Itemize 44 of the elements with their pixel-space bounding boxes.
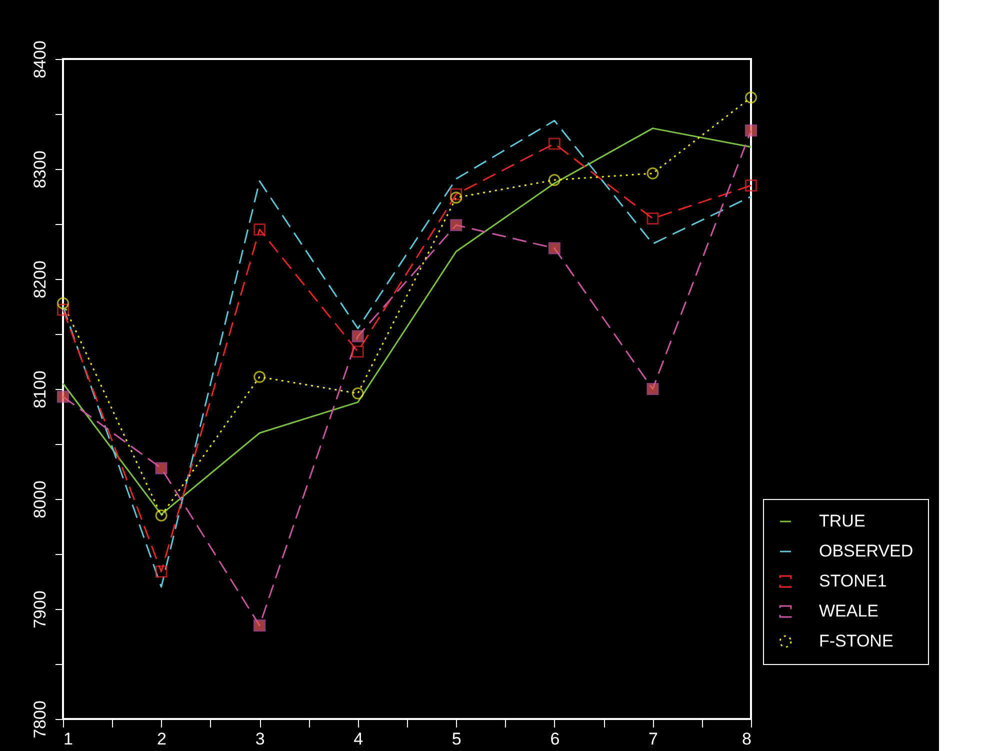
point bbox=[450, 192, 462, 204]
point bbox=[254, 620, 266, 632]
point bbox=[254, 224, 266, 236]
point bbox=[548, 242, 560, 254]
point bbox=[155, 462, 168, 474]
point bbox=[548, 174, 560, 186]
point bbox=[646, 383, 659, 395]
legend-label: OBSERVED bbox=[819, 542, 914, 560]
y-tick-label: 8200 bbox=[30, 260, 50, 298]
y-tick-label: 8300 bbox=[30, 150, 50, 188]
x-tick-label: 3 bbox=[255, 730, 265, 748]
point bbox=[155, 566, 168, 578]
x-tick-label: 2 bbox=[157, 730, 167, 748]
point bbox=[745, 124, 757, 136]
point bbox=[352, 346, 364, 358]
point bbox=[450, 188, 462, 200]
y-tick-label: 8100 bbox=[30, 370, 50, 408]
x-tick-label: 4 bbox=[354, 730, 364, 748]
y-tick-label: 7900 bbox=[30, 590, 50, 628]
x-tick-label: 7 bbox=[648, 730, 658, 748]
point bbox=[57, 304, 69, 316]
point bbox=[450, 219, 462, 232]
legend-label: F-STONE bbox=[819, 632, 894, 650]
point bbox=[352, 330, 364, 342]
point bbox=[745, 180, 757, 192]
point bbox=[646, 212, 659, 224]
point bbox=[548, 138, 560, 150]
point bbox=[57, 390, 69, 403]
point bbox=[155, 510, 168, 522]
y-tick-label: 8000 bbox=[30, 480, 50, 518]
point bbox=[646, 167, 659, 180]
x-tick-label: 8 bbox=[742, 730, 752, 748]
x-tick-label: 1 bbox=[64, 730, 73, 748]
legend-label: TRUE bbox=[819, 512, 866, 530]
point bbox=[57, 297, 69, 310]
x-tick-label: 6 bbox=[550, 730, 560, 748]
point bbox=[254, 370, 266, 383]
x-tick-label: 5 bbox=[452, 730, 462, 748]
point bbox=[352, 387, 364, 400]
legend-label: STONE1 bbox=[819, 572, 887, 590]
point bbox=[745, 92, 757, 104]
legend-label: WEALE bbox=[819, 602, 879, 620]
y-tick-label: 8400 bbox=[30, 40, 50, 78]
y-tick-label: 7800 bbox=[30, 700, 50, 738]
